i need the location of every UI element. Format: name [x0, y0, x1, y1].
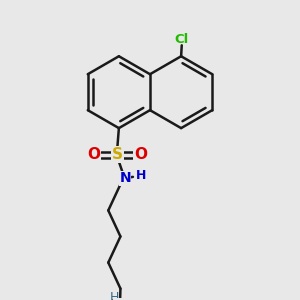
Text: N: N — [119, 171, 131, 185]
Text: O: O — [134, 147, 147, 162]
Text: S: S — [112, 147, 123, 162]
Text: N: N — [113, 299, 125, 300]
Text: Cl: Cl — [175, 33, 189, 46]
Text: H: H — [110, 292, 119, 300]
Text: O: O — [87, 147, 101, 162]
Text: H: H — [136, 169, 147, 182]
